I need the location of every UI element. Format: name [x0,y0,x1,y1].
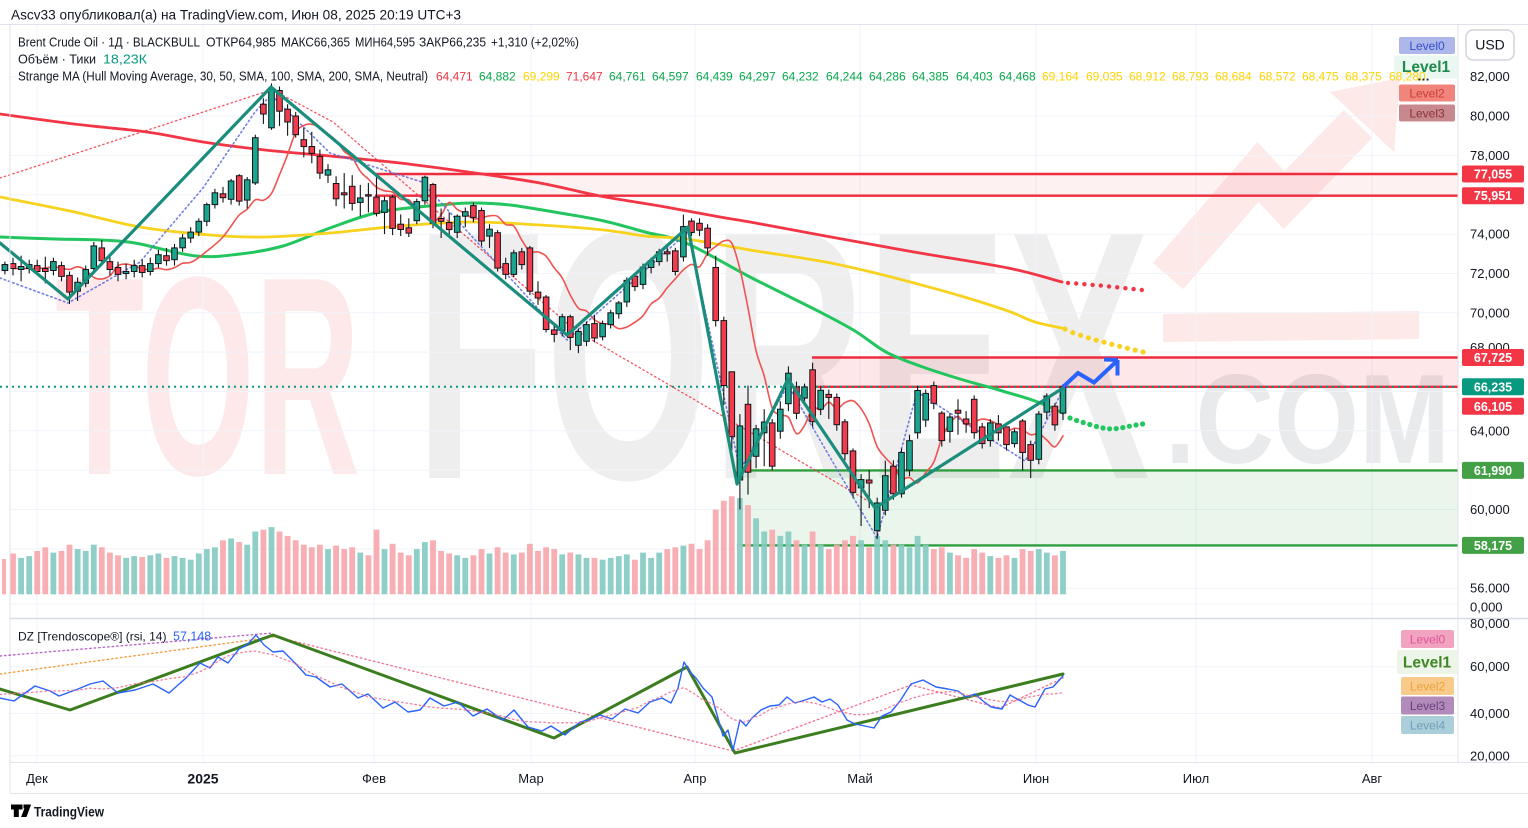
svg-text:64,439: 64,439 [696,70,733,84]
svg-text:USD: USD [1475,37,1505,53]
svg-text:74,000: 74,000 [1470,227,1510,242]
svg-text:Объём · Тики: Объём · Тики [18,52,96,67]
svg-text:Level3: Level3 [1410,699,1446,713]
svg-text:Июн: Июн [1023,771,1049,786]
svg-text:66,235: 66,235 [1474,380,1512,394]
svg-text:64,468: 64,468 [999,70,1036,84]
svg-text:68,572: 68,572 [1259,70,1296,84]
svg-text:Level2: Level2 [1409,86,1445,100]
svg-text:68,280: 68,280 [1389,70,1426,84]
svg-text:69,164: 69,164 [1042,70,1079,84]
svg-text:71,647: 71,647 [566,70,603,84]
svg-text:64,385: 64,385 [912,70,949,84]
svg-text:68,912: 68,912 [1129,70,1166,84]
svg-text:Level0: Level0 [1410,632,1446,646]
svg-text:18,23К: 18,23К [103,52,147,67]
svg-text:80,000: 80,000 [1470,109,1510,124]
svg-text:Brent Crude Oil · 1Д · BLACKBU: Brent Crude Oil · 1Д · BLACKBULL [18,35,200,50]
svg-text:Strange MA (Hull Moving Averag: Strange MA (Hull Moving Average, 30, 50,… [18,69,428,84]
svg-text:75,951: 75,951 [1474,189,1512,203]
svg-text:…: … [1417,69,1430,84]
svg-text:TradingView: TradingView [34,805,104,820]
svg-text:Level1: Level1 [1403,655,1452,672]
svg-text:Июл: Июл [1183,771,1209,786]
svg-text:2025: 2025 [187,771,218,787]
svg-text:Level0: Level0 [1409,39,1445,53]
svg-text:61,990: 61,990 [1474,464,1512,478]
svg-text:69,035: 69,035 [1086,70,1123,84]
svg-text:Май: Май [847,771,872,786]
svg-text:67,725: 67,725 [1474,351,1512,365]
svg-text:64,597: 64,597 [652,70,689,84]
svg-text:64,000: 64,000 [1470,423,1510,438]
svg-text:0,000: 0,000 [1470,600,1503,615]
svg-text:Level4: Level4 [1410,718,1446,732]
svg-text:56.000: 56.000 [1470,581,1510,596]
svg-text:64,882: 64,882 [479,70,516,84]
svg-text:80,000: 80,000 [1470,616,1510,631]
svg-text:20,000: 20,000 [1470,748,1510,763]
svg-text:DZ [Trendoscope®] (rsi, 14): DZ [Trendoscope®] (rsi, 14) [18,630,166,644]
svg-text:МИН64,595: МИН64,595 [355,35,415,50]
svg-text:Level1: Level1 [1402,59,1451,76]
svg-text:40,000: 40,000 [1470,706,1510,721]
svg-text:70,000: 70,000 [1470,305,1510,320]
svg-text:69,299: 69,299 [523,70,560,84]
svg-text:TOR: TOR [55,218,360,534]
svg-text:64,244: 64,244 [826,70,863,84]
svg-text:60,000: 60,000 [1470,659,1510,674]
svg-text:64,471: 64,471 [436,70,473,84]
svg-text:58,175: 58,175 [1474,539,1512,553]
svg-text:68,375: 68,375 [1345,70,1382,84]
svg-text:Мар: Мар [518,771,543,786]
svg-text:.COM: .COM [1165,348,1450,490]
svg-text:ОТКР64,985: ОТКР64,985 [206,35,276,50]
svg-text:68,684: 68,684 [1215,70,1252,84]
svg-text:Level2: Level2 [1410,679,1446,693]
svg-text:Фев: Фев [362,771,386,786]
svg-text:82,000: 82,000 [1470,69,1510,84]
svg-text:64,232: 64,232 [782,70,819,84]
svg-text:77,055: 77,055 [1474,167,1512,181]
svg-text:57,148: 57,148 [173,630,211,644]
svg-text:64,286: 64,286 [869,70,906,84]
svg-text:Апр: Апр [684,771,707,786]
svg-text:Авг: Авг [1362,771,1383,786]
svg-text:78,000: 78,000 [1470,148,1510,163]
svg-text:64,761: 64,761 [609,70,646,84]
svg-text:+1,310 (+2,02%): +1,310 (+2,02%) [491,35,579,50]
svg-text:Level3: Level3 [1409,106,1445,120]
svg-text:Дек: Дек [26,771,48,786]
svg-text:68,793: 68,793 [1172,70,1209,84]
svg-text:68,475: 68,475 [1302,70,1339,84]
svg-text:ЗАКР66,235: ЗАКР66,235 [419,35,486,50]
svg-text:72,000: 72,000 [1470,266,1510,281]
svg-text:Ascv33 опубликовал(а) на Tradi: Ascv33 опубликовал(а) на TradingView.com… [11,7,461,23]
svg-text:64,403: 64,403 [956,70,993,84]
svg-text:64,297: 64,297 [739,70,776,84]
svg-text:МАКС66,365: МАКС66,365 [281,35,350,50]
svg-text:60,000: 60,000 [1470,502,1510,517]
svg-text:66,105: 66,105 [1474,400,1512,414]
